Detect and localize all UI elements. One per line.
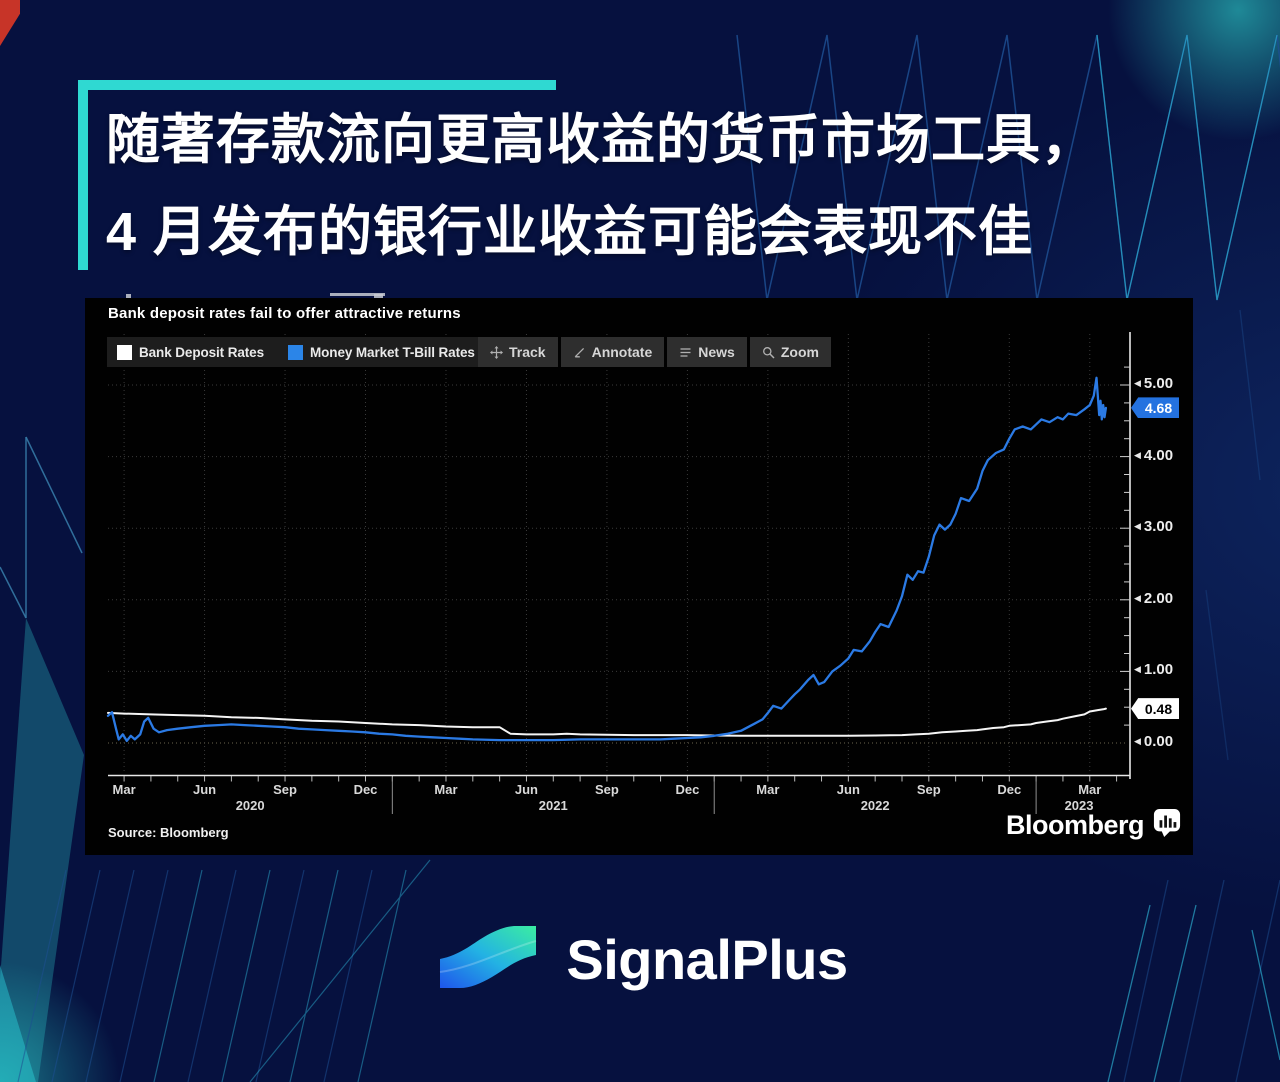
headline-accent-left-bar: [78, 80, 88, 270]
track-button[interactable]: Track: [478, 337, 558, 367]
legend-swatch-white: [117, 344, 132, 360]
news-button[interactable]: News: [667, 337, 747, 367]
legend-label: Money Market T-Bill Rates: [310, 344, 475, 360]
signalplus-wordmark: SignalPlus: [566, 928, 848, 991]
y-axis-label: ◀ 0.00: [1134, 733, 1173, 750]
x-axis-month-label: Sep: [916, 782, 941, 797]
bloomberg-brand: Bloomberg: [1006, 808, 1181, 843]
headline-accent-top-bar: [78, 80, 556, 90]
x-axis-year-label: 2023: [1064, 798, 1094, 813]
track-button-label: Track: [509, 344, 546, 360]
x-axis-month-label: Sep: [273, 782, 297, 797]
y-tick-arrow-icon: ◀: [1134, 736, 1141, 746]
x-axis-month-label: Sep: [595, 782, 619, 797]
y-tick-value: 5.00: [1143, 375, 1174, 392]
x-axis-month-label: Jun: [514, 782, 539, 797]
y-tick-value: 1.00: [1143, 661, 1174, 679]
y-tick-value: 2.00: [1143, 589, 1174, 607]
news-icon: [679, 346, 692, 359]
bloomberg-chart-card: Bank deposit rates fail to offer attract…: [85, 298, 1193, 855]
series-money-market-t-bill-rates: [106, 376, 1108, 743]
y-axis-label: ◀ 2.00: [1134, 590, 1173, 607]
annotate-button[interactable]: Annotate: [560, 337, 665, 367]
plot-area: ◀ 0.00 ◀ 1.00 ◀ 2.00 ◀ 3.00 ◀ 4.00 ◀ 5.00 Mar Jun Sep D…: [106, 330, 1179, 822]
headline-line-1: 随著存款流向更高收益的货币市场工具，: [106, 110, 1096, 170]
y-tick-arrow-icon: ◀: [1134, 449, 1141, 460]
legend-label: Bank Deposit Rates: [139, 344, 264, 360]
cropped-text-remnant: [126, 294, 131, 298]
y-tick-value: 0.00: [1143, 733, 1174, 750]
y-tick-value: 3.00: [1143, 518, 1174, 536]
x-axis-year-label: 2020: [235, 798, 265, 813]
legend-item-bank-deposit-rates: Bank Deposit Rates: [117, 344, 264, 360]
x-axis-month-label: Dec: [353, 782, 378, 797]
x-axis-month-label: Dec: [997, 782, 1022, 797]
headline-box: 随著存款流向更高收益的货币市场工具， 4 月发布的银行业收益可能会表现不佳: [78, 80, 1163, 275]
x-axis-year-label: 2022: [860, 798, 890, 813]
footer-brand: SignalPlus: [0, 910, 1280, 1009]
y-axis-label: ◀ 3.00: [1134, 518, 1173, 535]
bloomberg-wordmark: Bloomberg: [1005, 810, 1145, 840]
x-axis-month-label: Jun: [836, 782, 860, 797]
zoom-button[interactable]: Zoom: [749, 337, 831, 367]
x-axis-month-label: Mar: [756, 782, 780, 797]
x-axis-month-label: Mar: [434, 782, 458, 797]
annotate-icon: [573, 346, 586, 359]
x-axis-year-label: 2021: [538, 798, 568, 813]
headline-text: 随著存款流向更高收益的货币市场工具， 4 月发布的银行业收益可能会表现不佳: [106, 94, 1096, 278]
x-axis-month-label: Mar: [112, 782, 136, 797]
bloomberg-terminal-icon: [1153, 808, 1181, 843]
legend-item-money-market-tbill-rates: Money Market T-Bill Rates: [288, 344, 475, 360]
cropped-text-remnant: [374, 294, 383, 298]
y-tick-arrow-icon: ◀: [1134, 664, 1141, 675]
series-bank-deposit-rates: [107, 707, 1107, 737]
cropped-text-remnant: [330, 293, 385, 296]
plot-canvas: [106, 332, 1131, 814]
y-axis-label: ◀ 5.00: [1134, 375, 1173, 392]
last-value-badge-money-market: 4.68: [1131, 397, 1179, 419]
zoom-button-label: Zoom: [780, 344, 819, 360]
zoom-magnifier-icon: [762, 346, 775, 359]
y-axis-label: ◀ 1.00: [1134, 661, 1173, 678]
y-tick-arrow-icon: ◀: [1134, 521, 1141, 532]
x-axis-month-label: Mar: [1078, 782, 1102, 797]
track-move-icon: [490, 345, 503, 359]
chart-title: Bank deposit rates fail to offer attract…: [108, 305, 461, 322]
source-label: Source: Bloomberg: [108, 825, 229, 840]
last-value-badge-bank-deposit: 0.48: [1131, 698, 1179, 720]
chart-toolbar: Track Annotate News Zoom: [478, 337, 831, 367]
legend-swatch-blue: [288, 344, 303, 360]
y-tick-arrow-icon: ◀: [1134, 592, 1141, 603]
y-tick-arrow-icon: ◀: [1134, 378, 1141, 388]
headline-line-2: 4 月发布的银行业收益可能会表现不佳: [106, 202, 1034, 262]
news-button-label: News: [698, 344, 735, 360]
x-axis-month-label: Jun: [193, 782, 217, 797]
y-tick-value: 4.00: [1143, 446, 1174, 464]
x-axis-month-label: Dec: [675, 782, 700, 797]
y-axis-label: ◀ 4.00: [1134, 447, 1173, 464]
signalplus-logo-mark: [432, 910, 544, 1009]
chart-legend: Bank Deposit Rates Money Market T-Bill R…: [107, 337, 502, 367]
annotate-button-label: Annotate: [591, 344, 653, 360]
